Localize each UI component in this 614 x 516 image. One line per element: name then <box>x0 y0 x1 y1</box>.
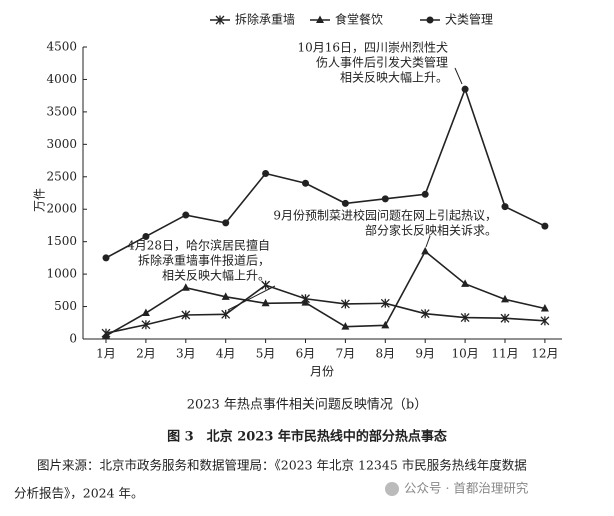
y-tick-label: 3000 <box>46 137 77 151</box>
marker <box>221 292 230 300</box>
x-tick-label: 1月 <box>96 347 116 361</box>
series-line <box>105 284 545 334</box>
marker <box>421 246 430 255</box>
marker <box>102 254 110 262</box>
x-tick-label: 9月 <box>415 347 435 361</box>
x-tick-label: 4月 <box>216 347 236 361</box>
marker <box>501 294 509 303</box>
y-axis-label: 万件 <box>33 188 47 212</box>
source-line: 分析报告》，2024 年。 <box>14 486 144 501</box>
marker <box>301 298 310 306</box>
legend-label: 拆除承重墙 <box>235 12 295 27</box>
marker <box>222 219 230 227</box>
marker <box>215 15 225 25</box>
watermark: 公众号 · 首都治理研究 <box>404 481 529 496</box>
marker <box>381 195 389 203</box>
caption: 2023 年热点事件相关问题反映情况（b） <box>187 398 428 413</box>
x-tick-label: 3月 <box>176 347 196 361</box>
marker <box>181 310 191 320</box>
annotation: 4月28日，哈尔滨居民擅自 <box>127 238 270 253</box>
marker <box>142 232 150 240</box>
y-tick-label: 0 <box>69 332 77 346</box>
marker <box>221 309 231 319</box>
x-tick-label: 12月 <box>531 347 558 361</box>
marker <box>261 298 270 307</box>
marker <box>340 299 350 309</box>
annotation: 伤人事件后引发犬类管理 <box>316 55 448 70</box>
marker <box>316 15 324 23</box>
marker <box>461 279 470 287</box>
marker <box>380 298 390 308</box>
y-tick-label: 2500 <box>46 169 77 183</box>
y-tick-label: 3500 <box>46 104 77 118</box>
annotation: 拆除承重墙事件报道后， <box>138 253 270 268</box>
annotation-arrow <box>425 235 431 248</box>
marker <box>262 170 270 178</box>
annotation: 10月16日，四川崇州烈性犬 <box>297 41 448 55</box>
y-tick-label: 4500 <box>46 40 77 54</box>
marker <box>141 308 150 317</box>
annotation: 相关反映大幅上升。 <box>162 268 270 283</box>
x-tick-label: 11月 <box>491 347 518 361</box>
marker <box>500 313 510 323</box>
marker <box>381 320 390 329</box>
marker <box>181 283 190 291</box>
x-tick-label: 5月 <box>256 347 276 361</box>
legend-label: 食堂餐饮 <box>335 12 383 27</box>
y-tick-label: 1500 <box>46 234 77 248</box>
marker <box>141 320 151 330</box>
marker <box>102 331 110 339</box>
annotation: 部分家长反映相关诉求。 <box>365 223 497 238</box>
marker <box>182 211 190 219</box>
marker <box>426 16 434 24</box>
marker <box>341 199 349 207</box>
annotation: 9月份预制菜进校园问题在网上引起热议， <box>273 208 497 223</box>
watermark-icon <box>385 482 399 496</box>
x-tick-label: 8月 <box>375 347 395 361</box>
x-tick-label: 10月 <box>451 347 478 361</box>
marker <box>460 313 470 323</box>
y-tick-label: 500 <box>54 299 77 313</box>
x-tick-label: 2月 <box>136 347 156 361</box>
series-line <box>105 86 546 259</box>
y-tick-label: 1000 <box>46 267 77 281</box>
x-tick-label: 6月 <box>296 347 316 361</box>
annotation-arrow <box>227 285 276 311</box>
marker <box>541 222 549 230</box>
marker <box>421 190 429 198</box>
x-axis-label: 月份 <box>310 365 334 379</box>
annotation-arrow <box>454 67 463 85</box>
source-line: 图片来源：北京市政务服务和数据管理局：《2023 年北京 12345 市民服务热… <box>37 458 527 473</box>
marker <box>501 203 509 211</box>
marker <box>302 179 309 187</box>
annotation: 相关反映大幅上升。 <box>340 70 448 85</box>
y-tick-label: 4000 <box>46 72 77 86</box>
marker <box>261 280 271 290</box>
figure-title: 图 3 北京 2023 年市民热线中的部分热点事态 <box>167 429 447 445</box>
x-tick-label: 7月 <box>336 347 356 361</box>
marker <box>540 304 549 312</box>
marker <box>420 309 430 319</box>
marker <box>461 85 469 93</box>
y-tick-label: 2000 <box>46 202 77 216</box>
legend-label: 犬类管理 <box>445 12 493 27</box>
marker <box>540 316 550 326</box>
marker <box>341 322 350 330</box>
series-line <box>105 250 546 337</box>
